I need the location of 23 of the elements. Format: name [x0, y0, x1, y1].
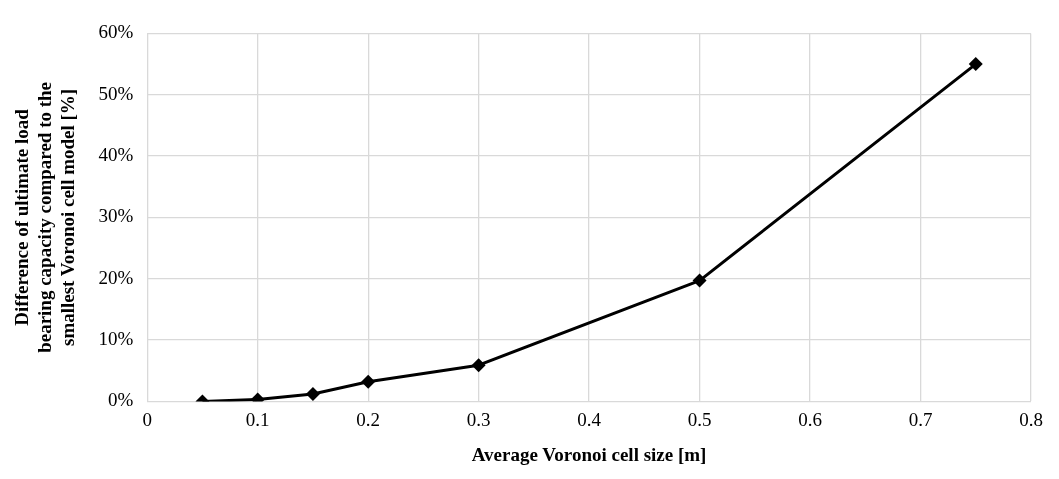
point: [305, 387, 320, 402]
point: [471, 358, 486, 373]
point: [361, 374, 376, 389]
y-tick-label: 10%: [98, 328, 134, 350]
x-axis-title: Average Voronoi cell size [m]: [471, 443, 707, 465]
x-tick-label: 0.1: [245, 408, 270, 430]
x-tick-label: 0.5: [687, 408, 712, 430]
y-tick-label: 40%: [98, 144, 134, 166]
x-tick-label: 0.8: [1019, 408, 1043, 430]
point: [692, 273, 707, 288]
y-tick-label: 50%: [98, 82, 134, 104]
x-tick-label: 0.4: [577, 408, 602, 430]
x-tick-label: 0.2: [356, 408, 381, 430]
y-tick-label: 60%: [98, 21, 134, 43]
x-tick-label: 0.3: [466, 408, 491, 430]
y-tick-label: 0%: [107, 389, 134, 411]
x-tick-label: 0.6: [798, 408, 822, 430]
x-tick-label: 0: [142, 408, 152, 430]
y-tick-label: 30%: [98, 205, 134, 227]
y-tick-label: 20%: [98, 266, 134, 288]
point: [968, 57, 983, 72]
x-tick-label: 0.7: [908, 408, 933, 430]
y-axis-title: Difference of ultimate load bearing capacity compared to the smallest Voronoi cell model [%]: [11, 81, 78, 353]
